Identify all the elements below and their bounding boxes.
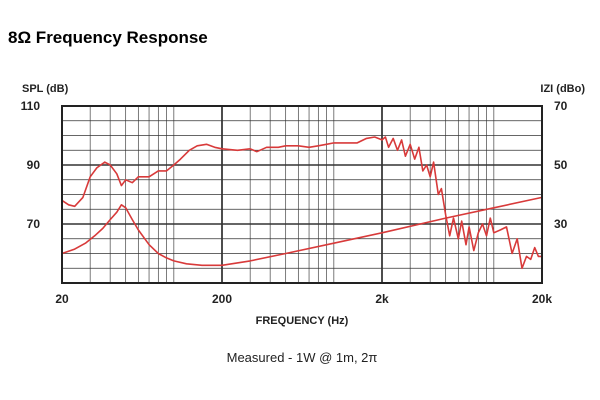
page-title: 8Ω Frequency Response	[8, 28, 208, 47]
spl-line	[61, 136, 542, 270]
y-right-tick-label: 50	[554, 158, 568, 172]
plot-frame	[61, 105, 543, 284]
series	[61, 136, 543, 270]
y-axis-left-label: SPL (dB)	[22, 83, 69, 95]
y-right-tick-label: 70	[554, 99, 568, 113]
y-left-tick-label: 70	[27, 217, 41, 231]
x-axis-label: FREQUENCY (Hz)	[256, 315, 349, 327]
x-tick-label: 20	[55, 292, 69, 306]
y-left-tick-label: 90	[27, 158, 41, 172]
grid	[62, 106, 542, 283]
x-tick-label: 20k	[532, 292, 552, 306]
y-right-tick-label: 30	[554, 217, 568, 231]
tick-labels: 20 200 2k 20k 110 90 70 70 50 30	[21, 99, 568, 306]
y-left-tick-label: 110	[21, 99, 41, 113]
x-tick-label: 200	[212, 292, 232, 306]
impedance-line	[61, 196, 543, 267]
x-tick-label: 2k	[375, 292, 389, 306]
measurement-note: Measured - 1W @ 1m, 2π	[227, 350, 378, 365]
y-axis-right-label: IZI (dBo)	[540, 83, 585, 95]
